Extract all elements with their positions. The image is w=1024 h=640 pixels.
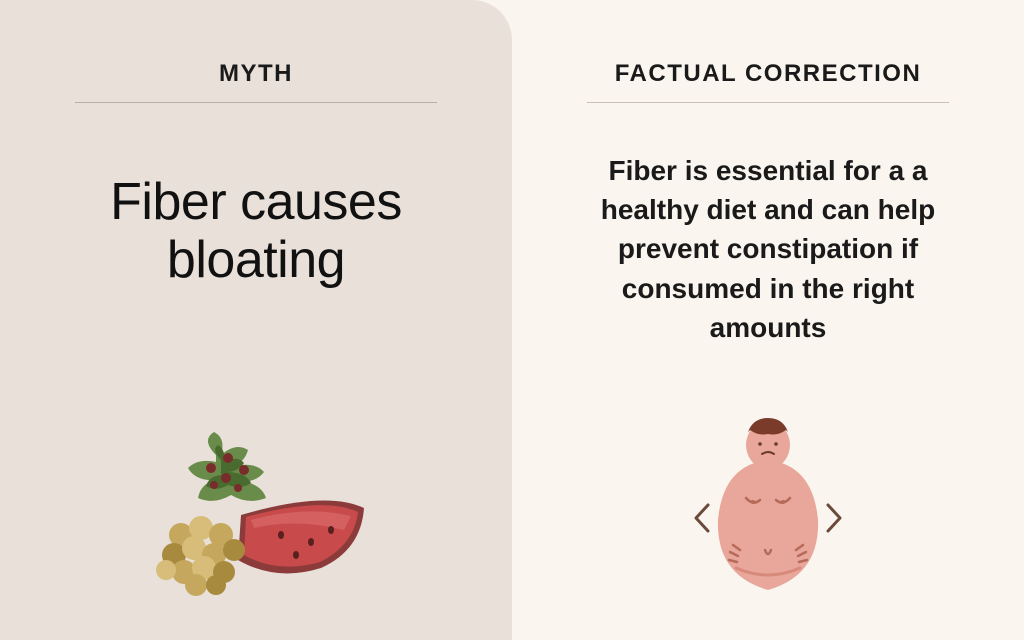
myth-divider	[75, 102, 438, 103]
food-illustration	[126, 420, 386, 600]
leafy-greens-icon	[188, 432, 266, 501]
myth-panel: MYTH Fiber causes bloating	[0, 0, 512, 640]
body-illustration	[678, 410, 858, 610]
myth-statement: Fiber causes bloating	[50, 173, 462, 289]
fact-divider	[587, 102, 950, 103]
chickpeas-icon	[156, 516, 245, 596]
myth-heading: MYTH	[219, 60, 293, 88]
fact-statement: Fiber is essential for a a healthy diet …	[568, 151, 968, 347]
fact-heading: FACTUAL CORRECTION	[615, 60, 922, 88]
bloated-figure-icon	[696, 418, 840, 590]
watermelon-icon	[238, 500, 364, 573]
fact-panel: FACTUAL CORRECTION Fiber is essential fo…	[512, 0, 1024, 640]
